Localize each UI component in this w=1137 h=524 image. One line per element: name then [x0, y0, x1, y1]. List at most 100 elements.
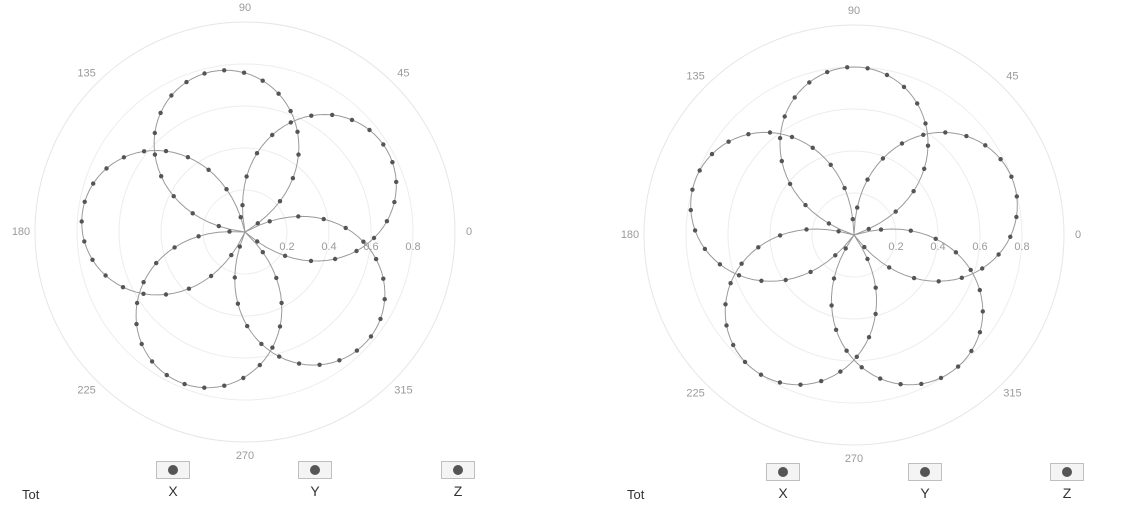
data-point [908, 228, 913, 233]
data-point [936, 279, 941, 284]
data-point [922, 166, 927, 171]
data-point [277, 324, 283, 329]
data-point [182, 381, 187, 387]
legend-label-x: X [168, 483, 178, 499]
data-point [384, 219, 390, 224]
data-point [807, 80, 812, 85]
data-point [134, 321, 139, 327]
data-point [254, 151, 260, 156]
data-point [873, 285, 878, 290]
data-point [726, 139, 731, 144]
data-point [288, 120, 293, 125]
data-point [933, 236, 938, 241]
data-point [866, 335, 872, 340]
data-point [911, 189, 916, 194]
data-point [196, 234, 201, 239]
data-point [855, 205, 860, 210]
data-point [977, 287, 982, 293]
data-point [91, 181, 96, 186]
data-point [361, 239, 366, 244]
data-point [969, 348, 974, 354]
data-point [290, 176, 296, 181]
toggle-y-button[interactable] [908, 463, 942, 481]
radial-tick-label: 0.8 [405, 241, 420, 253]
y-dot-icon [920, 467, 930, 477]
data-point [996, 252, 1001, 257]
data-point [777, 135, 783, 141]
data-point [789, 134, 795, 140]
data-point [309, 113, 314, 118]
outer-ring [643, 24, 1065, 446]
data-point [172, 245, 177, 250]
data-point [777, 233, 783, 238]
data-point [898, 382, 903, 387]
toggle-y-button[interactable] [298, 461, 332, 479]
data-point [825, 69, 830, 75]
data-point [232, 275, 237, 280]
data-point [337, 358, 342, 363]
outer-ring [34, 21, 456, 443]
data-point [915, 101, 920, 106]
data-point [152, 152, 158, 157]
toggle-z-button[interactable] [441, 461, 475, 479]
data-point [833, 253, 838, 258]
data-point [186, 286, 192, 291]
data-point [854, 354, 859, 359]
data-point [777, 380, 783, 385]
data-point [206, 167, 211, 172]
data-point [260, 250, 265, 255]
toggle-x-button[interactable] [156, 461, 190, 479]
data-point [343, 225, 348, 231]
data-point [878, 227, 884, 232]
data-point [202, 385, 207, 390]
tot-label: Tot [627, 487, 645, 502]
data-point [259, 341, 264, 347]
data-point [955, 364, 961, 369]
data-point [702, 246, 708, 252]
data-point [782, 114, 787, 119]
legend-label-z: Z [453, 483, 463, 499]
data-point [373, 256, 379, 262]
angle-tick-label: 225 [77, 384, 95, 396]
petal-curve [234, 215, 386, 366]
data-point [208, 273, 214, 279]
data-point [349, 117, 355, 123]
data-point [859, 365, 864, 370]
radial-gridline [118, 105, 372, 359]
data-point [277, 199, 283, 204]
data-point [938, 375, 944, 381]
data-point [688, 207, 693, 213]
data-point [378, 316, 383, 322]
data-point [964, 133, 969, 139]
data-point [921, 132, 926, 137]
data-point [185, 155, 191, 160]
data-point [354, 248, 359, 254]
data-point [82, 239, 87, 244]
data-point [255, 239, 260, 244]
data-point [279, 300, 284, 306]
data-point [1009, 174, 1014, 179]
data-point [943, 130, 948, 135]
data-point [274, 275, 279, 281]
data-point [1008, 234, 1013, 239]
radial-gridline [811, 192, 897, 278]
data-point [229, 252, 234, 258]
toggle-x-button[interactable] [766, 463, 800, 481]
data-point [901, 84, 907, 90]
radial-gridline [769, 150, 939, 320]
data-point [833, 327, 839, 332]
radial-tick-label: 0.4 [930, 241, 945, 253]
data-point [878, 376, 883, 381]
data-point [838, 369, 843, 374]
data-point [1014, 194, 1019, 199]
radial-gridline [160, 147, 330, 317]
data-point [381, 142, 386, 147]
data-point [826, 221, 832, 226]
toggle-z-button[interactable] [1050, 463, 1084, 481]
data-point [723, 302, 728, 307]
data-point [980, 266, 985, 271]
data-point [758, 372, 764, 377]
data-point [831, 276, 837, 281]
data-point [865, 177, 870, 182]
